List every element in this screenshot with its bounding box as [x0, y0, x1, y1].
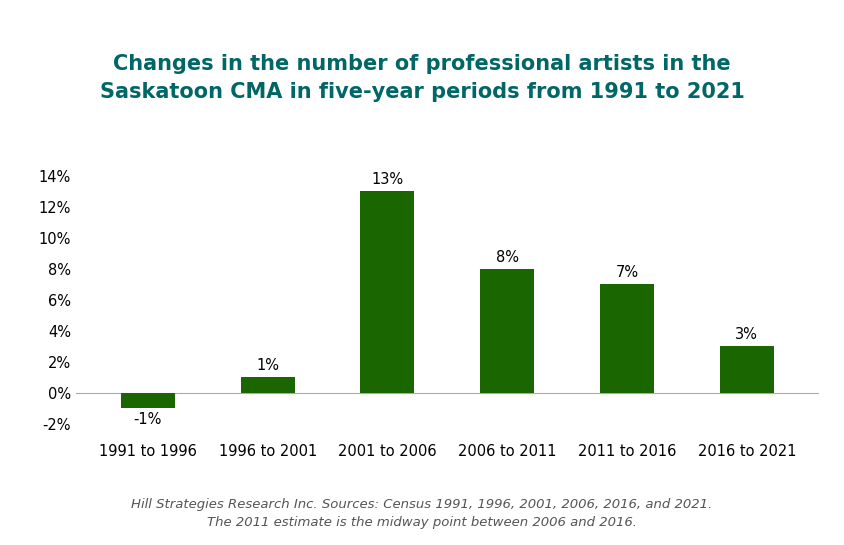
- Bar: [720, 346, 774, 392]
- Bar: [600, 284, 654, 392]
- Text: 7%: 7%: [615, 265, 639, 280]
- Text: 3%: 3%: [735, 328, 758, 342]
- Bar: [360, 191, 414, 392]
- Bar: [121, 392, 175, 408]
- Text: 8%: 8%: [495, 250, 519, 265]
- Bar: [480, 269, 534, 392]
- Text: Changes in the number of professional artists in the
Saskatoon CMA in five-year : Changes in the number of professional ar…: [100, 54, 744, 102]
- Text: -1%: -1%: [133, 412, 162, 427]
- Text: Hill Strategies Research Inc. Sources: Census 1991, 1996, 2001, 2006, 2016, and : Hill Strategies Research Inc. Sources: C…: [132, 498, 712, 529]
- Text: 13%: 13%: [371, 172, 403, 187]
- Bar: [241, 377, 295, 392]
- Text: 1%: 1%: [256, 358, 279, 373]
